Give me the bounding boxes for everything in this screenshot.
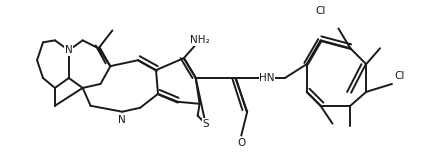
Text: HN: HN: [259, 73, 274, 83]
Text: O: O: [237, 138, 245, 148]
Text: N: N: [65, 45, 73, 55]
Text: N: N: [118, 115, 126, 125]
Text: S: S: [202, 119, 209, 129]
Text: Cl: Cl: [315, 6, 325, 16]
Text: NH₂: NH₂: [189, 35, 209, 45]
Text: Cl: Cl: [394, 71, 404, 81]
